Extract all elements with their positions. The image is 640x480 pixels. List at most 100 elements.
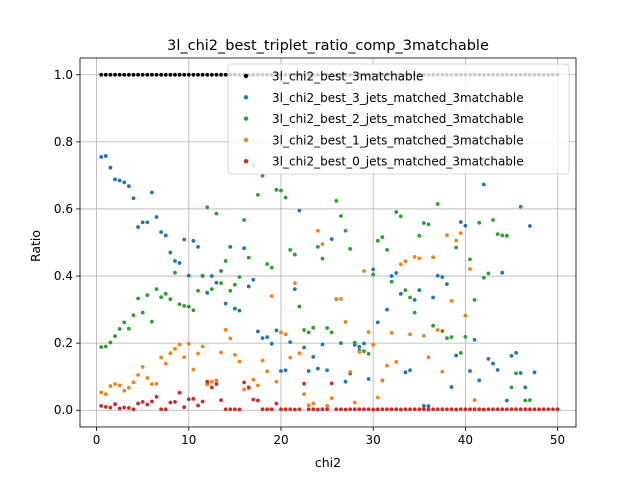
data-point [458, 407, 463, 412]
data-point [219, 281, 223, 285]
data-point [463, 407, 468, 412]
legend-label: 3l_chi2_best_3matchable [272, 70, 423, 84]
data-point [140, 310, 145, 315]
data-point [265, 369, 270, 374]
data-point [232, 306, 237, 311]
data-point [491, 407, 495, 412]
data-point [108, 340, 113, 345]
data-point [458, 220, 463, 224]
data-point [191, 238, 196, 243]
data-point [509, 385, 514, 390]
data-point [288, 355, 293, 360]
x-tick-label: 10 [181, 433, 196, 447]
data-point [260, 173, 265, 178]
data-point [223, 407, 228, 412]
data-point [514, 371, 518, 376]
data-point [196, 72, 200, 77]
data-point [140, 72, 145, 77]
data-point [242, 246, 247, 251]
data-point [103, 392, 108, 397]
data-point [237, 359, 242, 364]
data-point [352, 400, 357, 405]
data-point [339, 407, 343, 412]
data-point [136, 72, 140, 77]
data-point [205, 379, 210, 384]
data-point [122, 405, 127, 410]
data-point [454, 238, 459, 243]
data-point [214, 72, 219, 77]
data-point [468, 407, 472, 412]
data-point [269, 407, 274, 412]
data-point [435, 202, 440, 206]
legend-label: 3l_chi2_best_2_jets_matched_3matchable [272, 112, 524, 126]
data-point [380, 407, 385, 412]
data-point [362, 407, 366, 412]
data-point [131, 196, 136, 201]
data-point [108, 405, 113, 410]
data-point [481, 182, 486, 187]
data-point [168, 400, 173, 405]
data-point [435, 328, 440, 332]
data-point [408, 368, 412, 373]
data-point [292, 252, 297, 257]
data-point [251, 377, 256, 382]
data-point [209, 274, 214, 278]
data-point [509, 353, 514, 358]
data-point [440, 407, 445, 412]
data-point [500, 233, 505, 238]
data-point [375, 395, 380, 400]
data-point [357, 344, 362, 349]
legend-label: 3l_chi2_best_1_jets_matched_3matchable [272, 133, 524, 147]
data-point [242, 218, 247, 222]
data-point [371, 342, 376, 347]
data-point [251, 277, 256, 282]
data-point [528, 398, 532, 403]
data-point [223, 327, 228, 332]
data-point [431, 407, 435, 412]
data-point [154, 72, 159, 77]
data-point [514, 350, 518, 355]
legend-label: 3l_chi2_best_3_jets_matched_3matchable [272, 91, 524, 105]
data-point [283, 368, 288, 373]
data-point [288, 340, 293, 345]
data-point [117, 72, 122, 77]
data-point [283, 407, 288, 412]
data-point [339, 214, 343, 218]
data-point [486, 357, 491, 361]
data-point [445, 336, 449, 340]
data-point [136, 373, 140, 377]
data-point [200, 72, 205, 77]
data-point [431, 255, 435, 260]
data-point [528, 407, 532, 412]
data-point [269, 294, 274, 299]
x-tick-label: 20 [273, 433, 288, 447]
data-point [173, 346, 177, 351]
data-point [154, 287, 159, 292]
data-point [421, 407, 426, 412]
data-point [468, 267, 472, 271]
data-point [412, 310, 417, 315]
data-point [182, 72, 187, 77]
data-point [228, 288, 233, 293]
y-tick-label: 0.8 [54, 135, 73, 149]
data-point [458, 231, 463, 236]
data-point [389, 279, 394, 284]
data-point [168, 250, 173, 255]
x-tick-label: 50 [550, 433, 565, 447]
data-point [315, 244, 320, 249]
data-point [514, 407, 518, 412]
data-point [352, 407, 357, 412]
data-point [163, 72, 168, 77]
data-point [509, 407, 514, 412]
data-point [136, 296, 140, 301]
data-point [362, 341, 366, 346]
data-point [477, 220, 482, 225]
data-point [256, 192, 260, 197]
data-point [122, 72, 127, 77]
data-point [209, 385, 214, 390]
data-point [385, 307, 389, 312]
data-point [113, 177, 117, 182]
data-point [380, 235, 385, 240]
data-point [145, 293, 150, 298]
